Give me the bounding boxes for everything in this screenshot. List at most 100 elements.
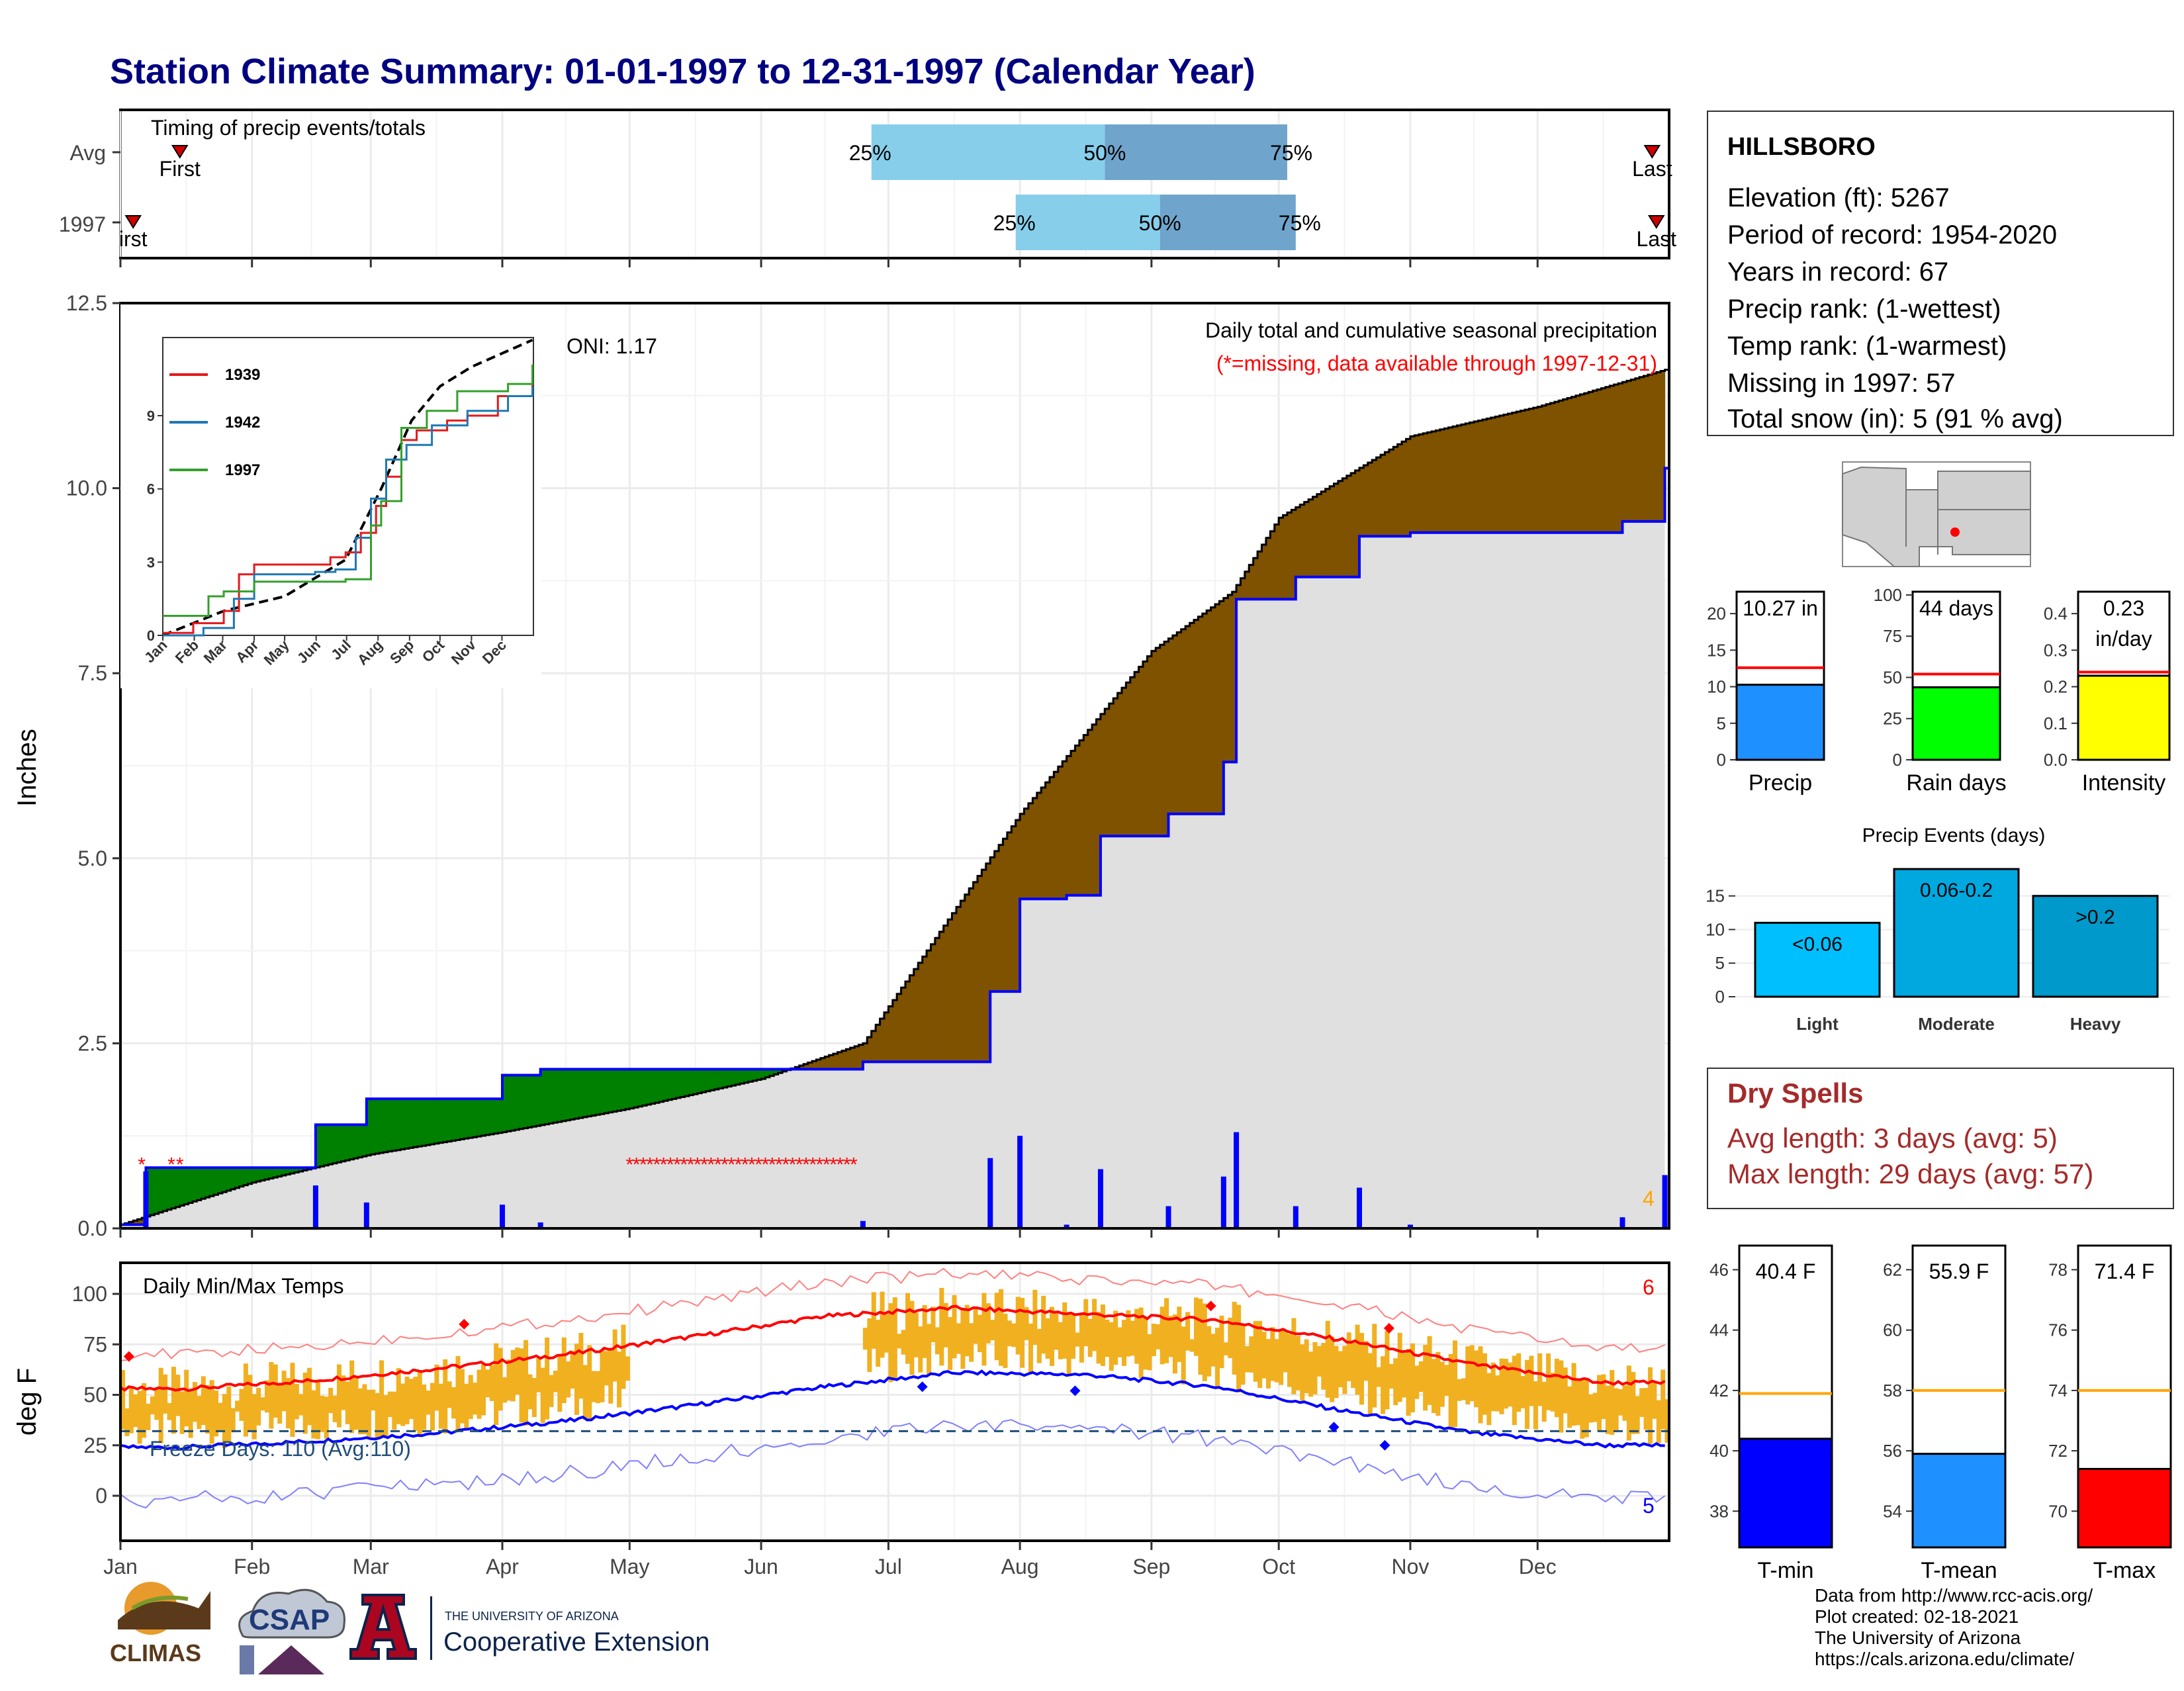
daily-temp-range-bar — [956, 1323, 961, 1354]
daily-temp-range-bar — [184, 1369, 189, 1427]
below-average-fill — [1223, 598, 1228, 762]
above-average-fill — [426, 1099, 431, 1146]
precip-count-label: 4 — [1643, 1187, 1655, 1211]
record-high-marker — [459, 1318, 470, 1330]
daily-temp-range-bar — [1486, 1373, 1492, 1426]
daily-temp-range-bar — [1236, 1304, 1242, 1393]
ua-logo-small-text: THE UNIVERSITY OF ARIZONA — [445, 1610, 619, 1623]
daily-temp-range-bar — [1304, 1339, 1309, 1393]
daily-temp-range-bar — [201, 1376, 206, 1426]
below-average-fill — [1168, 638, 1173, 814]
daily-temp-range-bar — [1563, 1367, 1568, 1414]
below-average-fill — [1610, 385, 1615, 533]
temp-panel-label: Daily Min/Max Temps — [143, 1274, 343, 1298]
intensity-summary-value: 0.23 — [2103, 596, 2144, 620]
below-average-fill — [846, 1049, 851, 1070]
daily-temp-range-bar — [862, 1328, 868, 1350]
above-average-fill — [587, 1069, 592, 1117]
daily-temp-range-bar — [1525, 1359, 1530, 1430]
below-average-fill — [1036, 792, 1042, 899]
daily-temp-range-bar — [1529, 1355, 1534, 1406]
above-average-fill — [264, 1167, 269, 1180]
daily-temp-range-bar — [1117, 1327, 1122, 1357]
missing-day-marker: * — [660, 1154, 668, 1175]
daily-temp-range-bar — [1588, 1394, 1594, 1423]
daily-precip-bar — [1097, 1169, 1103, 1228]
month-axis: Jan Feb Mar Apr May Jun Jul Aug Sep Oct Nov Dec — [103, 1541, 1557, 1578]
avg-max-temp-line — [119, 1304, 1666, 1393]
missing-day-marker: * — [639, 1154, 647, 1175]
timing-p50-label: 50% — [1083, 141, 1126, 165]
daily-temp-range-bar — [905, 1293, 911, 1364]
below-average-fill — [862, 1043, 868, 1062]
daily-temp-range-bar — [1427, 1336, 1432, 1405]
timing-label: Timing of precip events/totals — [151, 116, 426, 140]
below-average-fill — [1210, 607, 1216, 814]
above-average-fill — [731, 1069, 737, 1086]
daily-temp-range-bar — [1495, 1375, 1500, 1412]
daily-temp-range-bar — [1045, 1318, 1050, 1359]
tmin-summary-y-tick-label: 38 — [1709, 1501, 1729, 1521]
station-info-frame — [1707, 111, 2174, 436]
daily-temp-range-bar — [1308, 1351, 1314, 1397]
temp-y-axis: 0 25 50 75 100 — [72, 1282, 120, 1508]
missing-day-marker: * — [796, 1154, 803, 1175]
above-average-fill — [366, 1099, 371, 1156]
below-average-fill — [1482, 419, 1487, 533]
above-average-fill — [748, 1069, 753, 1082]
above-average-fill — [608, 1069, 614, 1113]
below-average-fill — [1643, 375, 1649, 522]
record-low-marker — [1069, 1385, 1081, 1396]
above-average-fill — [298, 1167, 304, 1171]
precip-panel: * * * ********************************** 0.… — [13, 291, 1670, 1240]
below-average-fill — [1656, 372, 1661, 522]
events-bar-category-label: Moderate — [1918, 1014, 1995, 1034]
precip-events-chart: Precip Events (days) 0 5 10 15 <0.06 Light 0.0… — [1706, 825, 2169, 1034]
above-average-fill — [727, 1069, 732, 1087]
daily-temp-range-bar — [1126, 1310, 1131, 1357]
below-average-fill — [909, 975, 915, 1062]
above-average-fill — [646, 1069, 651, 1105]
events-bar — [1754, 921, 1881, 998]
precip-y-tick-label: 2.5 — [78, 1031, 107, 1055]
above-average-fill — [570, 1069, 575, 1120]
tmax-summary-y-tick-label: 78 — [2048, 1259, 2068, 1279]
daily-temp-range-bar — [1635, 1396, 1640, 1434]
temp-content — [119, 1267, 1670, 1509]
above-average-fill — [371, 1099, 376, 1155]
events-bar-category-label: Heavy — [2070, 1014, 2121, 1034]
daily-temp-range-bar — [366, 1389, 371, 1438]
tmax-summary-y-tick-label: 74 — [2048, 1381, 2068, 1400]
events-y-tick-label: 0 — [1715, 987, 1725, 1007]
daily-temp-range-bar — [197, 1396, 202, 1430]
daily-temp-range-bar — [1457, 1379, 1462, 1401]
above-average-fill — [633, 1069, 639, 1108]
daily-temp-range-bar — [120, 1370, 126, 1430]
daily-temp-range-bar — [931, 1306, 936, 1342]
daily-temp-range-bar — [1185, 1312, 1191, 1351]
below-average-fill — [829, 1055, 834, 1070]
tmean-summary-value: 55.9 F — [1929, 1259, 1989, 1283]
daily-temp-range-bar — [307, 1367, 312, 1426]
daily-temp-range-bar — [888, 1303, 893, 1383]
below-average-fill — [1465, 423, 1471, 533]
missing-day-marker: * — [836, 1154, 844, 1175]
daily-temp-range-bar — [1448, 1353, 1453, 1428]
below-average-fill — [825, 1056, 830, 1070]
daily-precip-bar — [1017, 1136, 1023, 1228]
tmax-summary-y-tick-label: 70 — [2048, 1501, 2068, 1521]
station-missing: Missing in 1997: 57 — [1727, 369, 1956, 398]
precip-areas — [120, 369, 1669, 1229]
below-average-fill — [1283, 515, 1288, 600]
daily-temp-range-bar — [880, 1291, 885, 1358]
below-average-fill — [934, 938, 940, 1062]
below-average-fill — [913, 969, 919, 1062]
below-average-fill — [994, 850, 999, 992]
daily-temp-range-bar — [294, 1383, 299, 1420]
below-average-fill — [964, 894, 970, 1062]
below-average-fill — [939, 931, 944, 1062]
below-average-fill — [1325, 488, 1330, 577]
inset-y-tick-label: 3 — [147, 554, 155, 571]
daily-temp-range-bar — [918, 1326, 923, 1373]
missing-day-marker: * — [789, 1154, 797, 1175]
